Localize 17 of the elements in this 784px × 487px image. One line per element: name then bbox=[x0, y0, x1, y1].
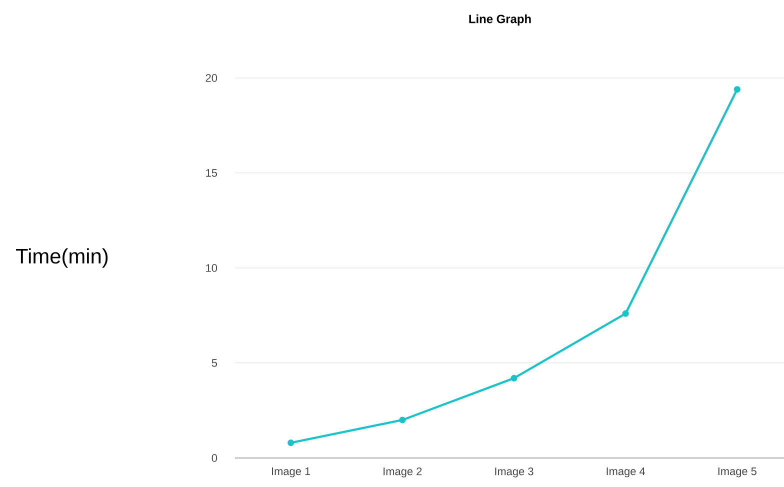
y-tick-label: 5 bbox=[212, 359, 218, 367]
y-tick-label: 10 bbox=[206, 264, 218, 272]
point bbox=[622, 310, 629, 317]
point bbox=[734, 86, 740, 93]
x-tick-label: Image 4 bbox=[606, 468, 646, 478]
x-tick-label: Image 1 bbox=[272, 468, 310, 478]
y-axis-title: Time(min) bbox=[16, 248, 108, 268]
x-tick-label: Image 2 bbox=[384, 468, 422, 478]
chart-title: Line Graph bbox=[469, 14, 531, 26]
y-tick-label: 0 bbox=[212, 454, 218, 462]
x-tick-label: Image 5 bbox=[718, 468, 756, 478]
x-tick-label: Image 3 bbox=[495, 468, 534, 478]
y-tick-label: 20 bbox=[206, 74, 218, 82]
point bbox=[288, 440, 294, 446]
point bbox=[399, 416, 406, 424]
y-tick-label: 15 bbox=[206, 169, 218, 177]
point bbox=[510, 374, 518, 382]
